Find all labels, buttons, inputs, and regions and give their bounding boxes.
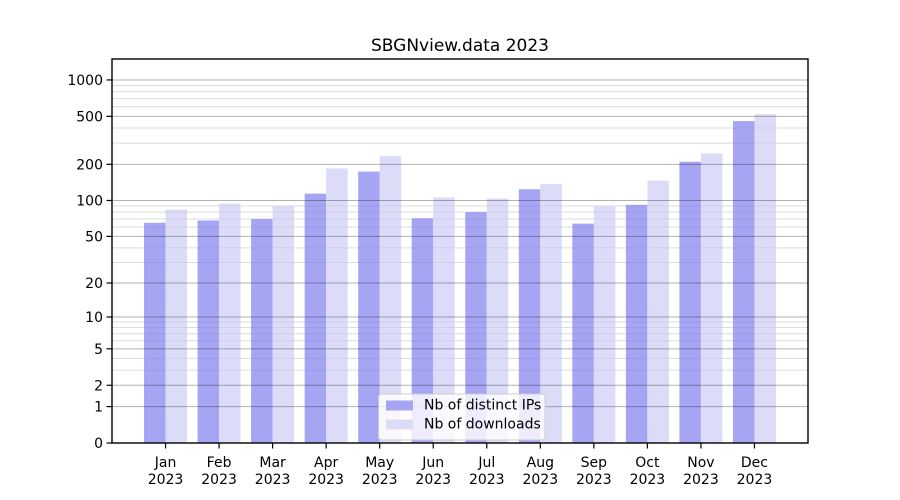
- x-tick-label-year: 2023: [683, 472, 719, 488]
- x-tick-label-month: Dec: [741, 455, 768, 471]
- x-tick-label-month: Feb: [207, 455, 232, 471]
- x-tick-label-year: 2023: [148, 472, 184, 488]
- x-tick-label-year: 2023: [201, 472, 237, 488]
- bar-mar-downloads: [272, 205, 295, 443]
- y-axis: 0 1 2 5 10 20 50 100 200 500 1000: [67, 73, 112, 452]
- bar-jul-ips: [465, 212, 487, 443]
- bar-aug-ips: [518, 189, 541, 443]
- x-axis: Jan2023Feb2023Mar2023Apr2023May2023Jun20…: [148, 443, 773, 488]
- y-tick-label: 100: [76, 193, 103, 209]
- legend: Nb of distinct IPs Nb of downloads: [378, 393, 546, 441]
- x-tick-label-month: Jul: [477, 455, 495, 471]
- x-tick-label-month: Oct: [635, 455, 660, 471]
- x-tick-label-year: 2023: [362, 472, 398, 488]
- legend-label-downloads: Nb of downloads: [424, 417, 541, 433]
- minor-gridlines-overlay: [112, 84, 808, 371]
- bar-apr-ips: [304, 193, 327, 443]
- bar-feb-downloads: [219, 203, 241, 443]
- x-tick-label-year: 2023: [576, 472, 612, 488]
- y-tick-label: 5: [94, 342, 103, 358]
- y-tick-label: 500: [76, 109, 103, 125]
- y-tick-label: 10: [85, 310, 103, 326]
- bars: [144, 114, 776, 444]
- y-tick-label: 20: [85, 276, 103, 292]
- bar-mar-ips: [251, 218, 273, 443]
- y-tick-label: 50: [85, 229, 103, 245]
- y-tick-label: 200: [76, 157, 103, 173]
- legend-label-distinct-ips: Nb of distinct IPs: [424, 398, 541, 414]
- y-tick-label: 1000: [67, 73, 103, 89]
- x-tick-label-month: Apr: [314, 455, 338, 471]
- x-tick-label-year: 2023: [469, 472, 505, 488]
- legend-swatch-distinct-ips: [386, 400, 413, 411]
- bar-sep-ips: [572, 223, 594, 443]
- bar-jun-downloads: [433, 197, 455, 443]
- legend-box: [378, 393, 546, 441]
- bar-may-downloads: [379, 155, 402, 443]
- x-tick-label-year: 2023: [308, 472, 344, 488]
- bar-jan-downloads: [165, 209, 188, 443]
- bar-dec-ips: [732, 121, 755, 443]
- x-tick-label-month: Jun: [421, 455, 444, 471]
- bar-oct-downloads: [647, 180, 669, 443]
- x-tick-label-year: 2023: [630, 472, 666, 488]
- x-tick-label-month: Sep: [581, 455, 608, 471]
- x-tick-label-month: Jan: [154, 455, 177, 471]
- legend-swatch-downloads: [386, 419, 413, 430]
- x-tick-label-month: Mar: [259, 455, 286, 471]
- major-gridlines: [112, 79, 808, 408]
- bar-feb-ips: [197, 220, 220, 443]
- bar-jul-downloads: [486, 198, 509, 443]
- bar-sep-downloads: [593, 206, 616, 443]
- bar-may-ips: [358, 171, 380, 443]
- bar-aug-downloads: [540, 184, 562, 443]
- bar-jun-ips: [411, 218, 434, 443]
- plot-frame: [111, 58, 809, 444]
- bar-apr-downloads: [326, 168, 348, 444]
- x-tick-label-year: 2023: [522, 472, 558, 488]
- bar-oct-ips: [625, 204, 648, 443]
- x-tick-label-year: 2023: [737, 472, 773, 488]
- x-tick-label-year: 2023: [255, 472, 291, 488]
- x-tick-label-year: 2023: [415, 472, 451, 488]
- y-tick-label: 1: [94, 400, 103, 416]
- x-tick-label-month: May: [365, 455, 394, 471]
- bar-nov-ips: [679, 161, 701, 443]
- x-tick-label-month: Aug: [527, 455, 554, 471]
- y-tick-label: 2: [94, 378, 103, 394]
- chart-title: SBGNview.data 2023: [371, 36, 549, 56]
- x-tick-label-month: Nov: [687, 455, 714, 471]
- bar-nov-downloads: [700, 153, 723, 443]
- y-tick-label: 0: [94, 436, 103, 452]
- bar-jan-ips: [144, 222, 166, 443]
- bar-dec-downloads: [754, 114, 776, 444]
